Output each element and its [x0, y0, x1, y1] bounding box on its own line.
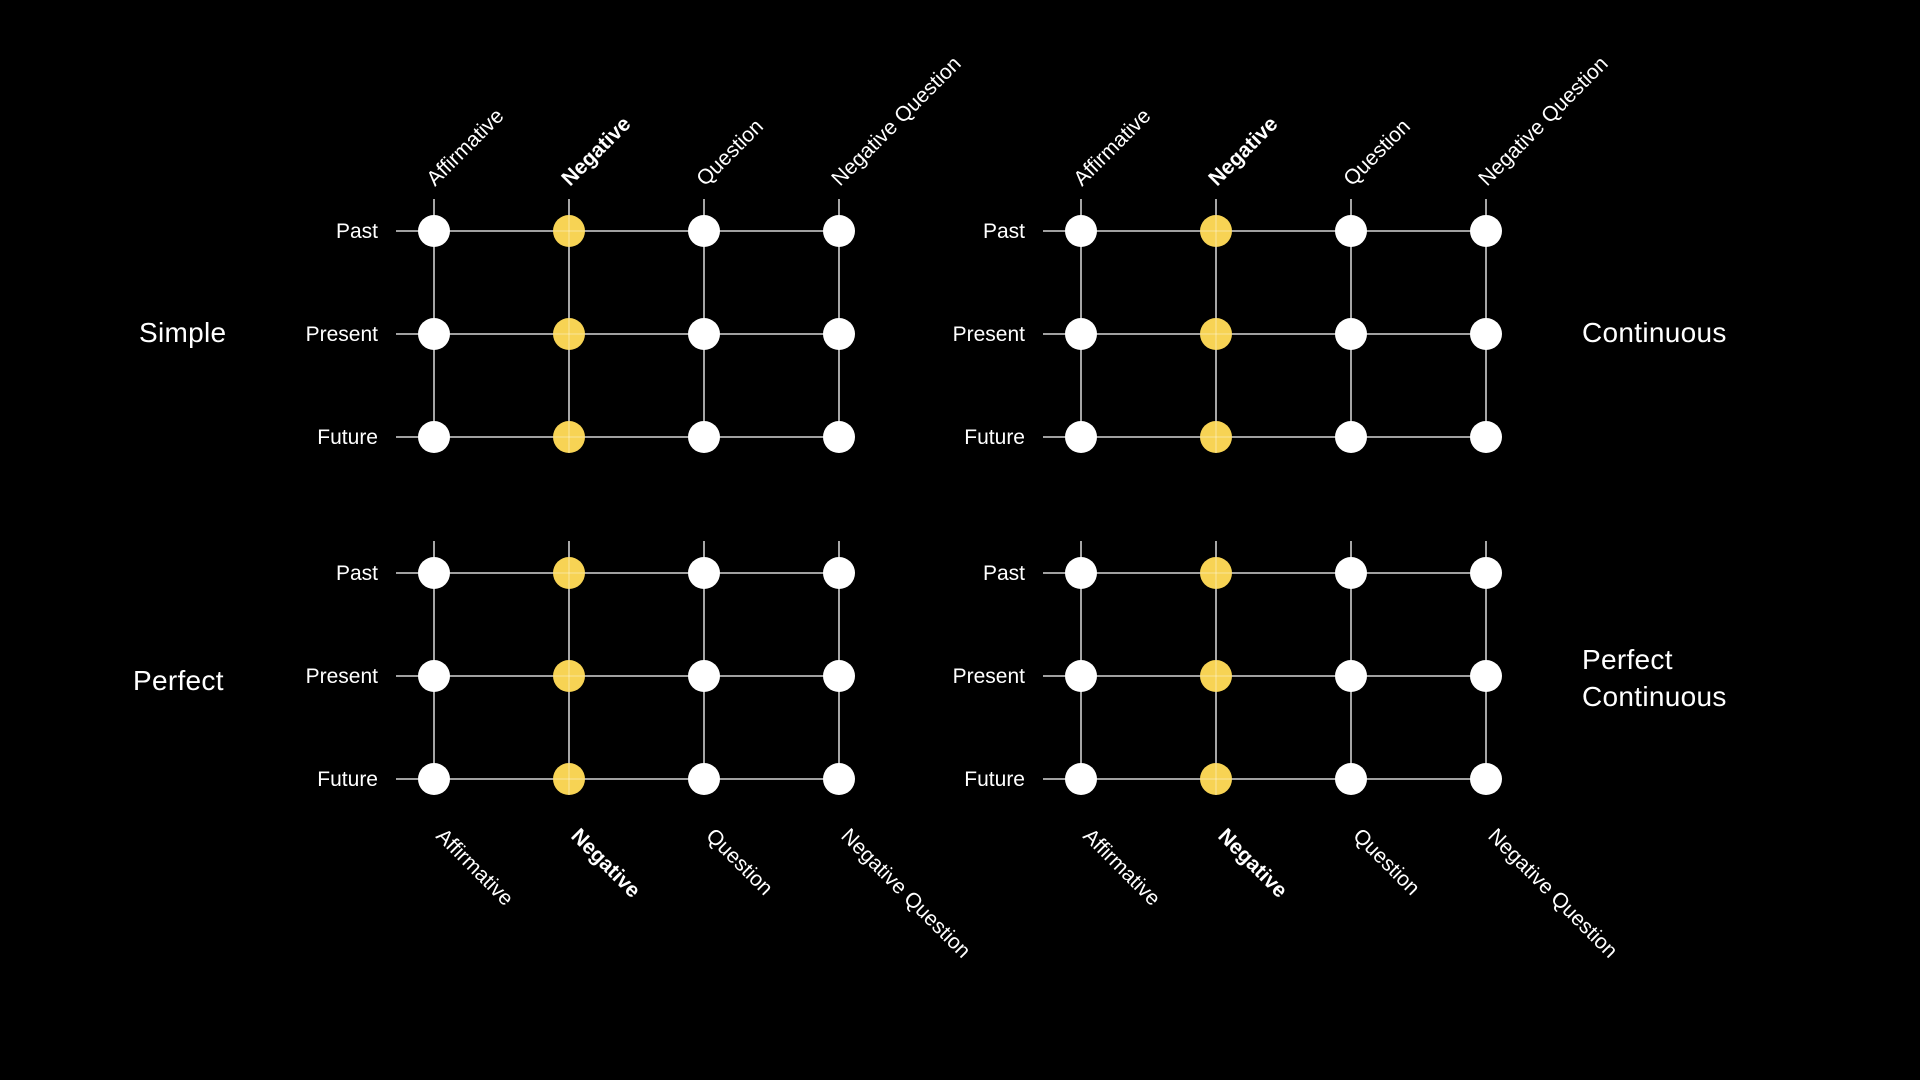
column-label-question: Question	[692, 115, 768, 191]
column-label-affirmative: Affirmative	[422, 104, 508, 190]
node	[1335, 215, 1367, 247]
group-title-simple: Simple	[139, 314, 226, 351]
column-label-question: Question	[1339, 115, 1415, 191]
node	[688, 660, 720, 692]
tense-grid-perfect-continuous: Past Present Future Affirmative Negative Ques…	[953, 541, 1622, 963]
tense-grid-continuous: Past Present Future Affirmative Negative Ques…	[953, 52, 1613, 453]
row-label-past: Past	[336, 562, 378, 585]
row-label-past: Past	[336, 220, 378, 243]
row-label-present: Present	[953, 665, 1026, 688]
row-label-present: Present	[306, 665, 379, 688]
node	[418, 318, 450, 350]
column-label-negative: Negative	[566, 824, 644, 902]
group-title-line: Continuous	[1582, 681, 1727, 712]
column-label-question: Question	[701, 824, 777, 900]
group-title-perfect-continuous: Perfect Continuous	[1582, 641, 1727, 715]
node	[1470, 215, 1502, 247]
row-label-future: Future	[964, 768, 1025, 791]
column-label-negative-question: Negative Question	[1474, 52, 1612, 190]
tense-grid-simple: Past Present Future Affirmative Negative Ques…	[306, 52, 966, 453]
node	[688, 421, 720, 453]
node	[1470, 421, 1502, 453]
node	[688, 318, 720, 350]
row-label-future: Future	[317, 768, 378, 791]
row-label-future: Future	[317, 426, 378, 449]
row-label-present: Present	[953, 323, 1026, 346]
column-label-affirmative: Affirmative	[431, 824, 517, 910]
group-title-line: Perfect	[1582, 644, 1673, 675]
node	[418, 215, 450, 247]
node	[1065, 318, 1097, 350]
column-label-negative-question: Negative Question	[827, 52, 965, 190]
node	[1335, 763, 1367, 795]
node	[1065, 421, 1097, 453]
node	[418, 557, 450, 589]
column-label-negative: Negative	[1204, 112, 1282, 190]
node	[1470, 763, 1502, 795]
column-label-affirmative: Affirmative	[1078, 824, 1164, 910]
column-label-negative-question: Negative Question	[836, 824, 974, 962]
row-label-present: Present	[306, 323, 379, 346]
node	[823, 763, 855, 795]
node	[823, 215, 855, 247]
column-label-negative: Negative	[557, 112, 635, 190]
group-title-line: Simple	[139, 317, 227, 348]
node	[1065, 763, 1097, 795]
node	[688, 215, 720, 247]
column-label-question: Question	[1348, 824, 1424, 900]
group-title-line: Continuous	[1582, 317, 1727, 348]
node	[418, 660, 450, 692]
column-label-negative: Negative	[1213, 824, 1291, 902]
node	[823, 318, 855, 350]
node	[1470, 318, 1502, 350]
node	[1335, 318, 1367, 350]
row-label-past: Past	[983, 220, 1025, 243]
node	[688, 763, 720, 795]
node	[1065, 660, 1097, 692]
node	[1335, 421, 1367, 453]
node	[823, 660, 855, 692]
row-label-future: Future	[964, 426, 1025, 449]
node	[1470, 557, 1502, 589]
group-title-line: Perfect	[133, 665, 224, 696]
node	[688, 557, 720, 589]
node	[823, 557, 855, 589]
tense-grid-perfect: Past Present Future Affirmative Negative Ques…	[306, 541, 975, 963]
row-label-past: Past	[983, 562, 1025, 585]
node	[823, 421, 855, 453]
node	[1335, 557, 1367, 589]
node	[1065, 215, 1097, 247]
group-title-continuous: Continuous	[1582, 314, 1727, 351]
node	[1335, 660, 1367, 692]
node	[418, 763, 450, 795]
group-title-perfect: Perfect	[133, 662, 224, 699]
node	[418, 421, 450, 453]
node	[1065, 557, 1097, 589]
node	[1470, 660, 1502, 692]
column-label-affirmative: Affirmative	[1069, 104, 1155, 190]
column-label-negative-question: Negative Question	[1483, 824, 1621, 962]
